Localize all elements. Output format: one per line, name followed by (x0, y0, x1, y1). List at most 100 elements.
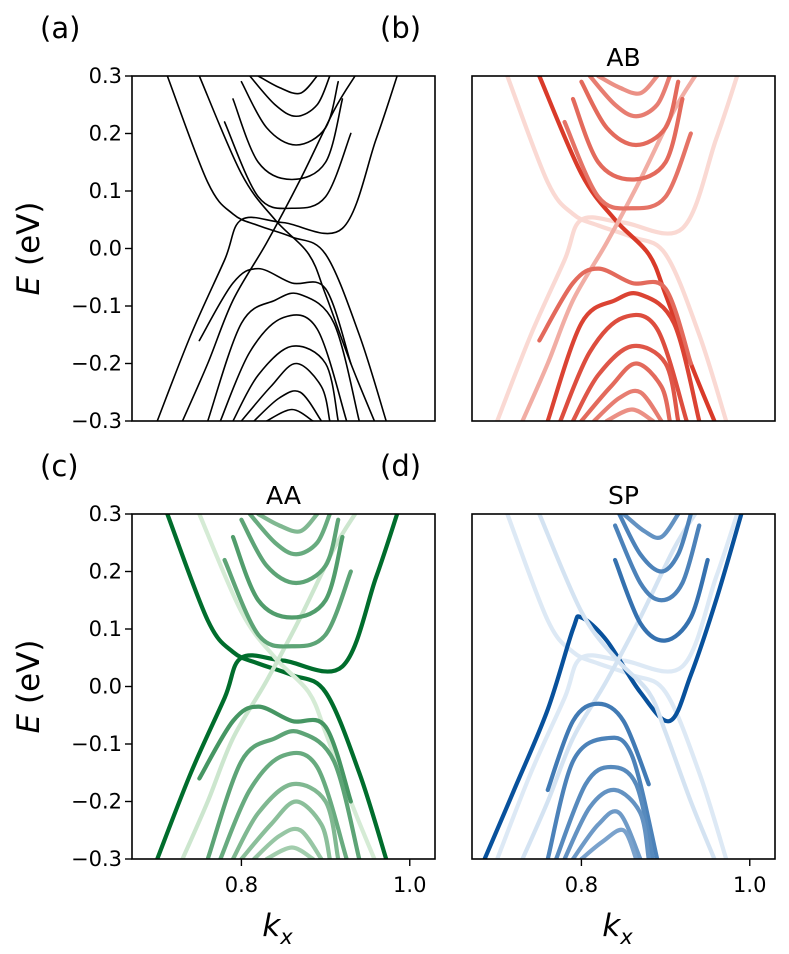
band-line (165, 514, 389, 859)
band-line (253, 390, 323, 421)
y-tick-label: −0.3 (71, 409, 122, 433)
band-line (265, 408, 314, 421)
panel-3: 0.8 1.0 (d) SP kx (380, 449, 776, 949)
band-line (591, 388, 664, 421)
band-line (222, 557, 353, 649)
x-tick-label: 0.8 (225, 873, 258, 897)
band-line (230, 534, 345, 620)
y-tick-label: −0.2 (71, 352, 122, 376)
y-axis-label: E (eV) (11, 202, 47, 296)
x-axis-label-symbol: k (262, 908, 281, 944)
band-line (562, 119, 693, 211)
band-line (251, 826, 324, 859)
band-line (621, 514, 681, 540)
band-line (612, 523, 702, 603)
band-line (256, 514, 320, 534)
bands-3 (482, 514, 744, 859)
bands-0 (156, 76, 398, 421)
y-axis-label-unit: (eV) (11, 202, 47, 276)
band-line (562, 787, 651, 859)
y-axis-label-symbol: E (11, 275, 47, 295)
band-line (223, 121, 352, 210)
axes-frame (471, 75, 776, 422)
x-tick-label: 0.8 (565, 873, 598, 897)
panel-title: AB (606, 43, 640, 72)
band-line (205, 729, 362, 859)
band-line (579, 827, 639, 859)
x-axis-label: kx (602, 908, 633, 949)
y-tick-label: −0.3 (71, 847, 122, 871)
band-line (604, 407, 656, 421)
band-line (166, 76, 387, 421)
band-line (247, 514, 332, 557)
band-line (219, 314, 348, 421)
band-line (230, 781, 341, 859)
band-line (495, 514, 740, 859)
band-line (579, 79, 681, 148)
band-line (520, 514, 698, 859)
band-line (545, 735, 660, 859)
band-line (198, 267, 352, 365)
panel-1: (b) AB (380, 11, 776, 422)
y-axis-label: E (eV) (11, 640, 47, 734)
y-tick-label: 0.2 (89, 122, 122, 146)
band-line (570, 809, 643, 859)
x-axis-label-subscript: x (619, 925, 633, 949)
band-line (240, 80, 340, 146)
band-line (240, 362, 331, 421)
y-tick-label: 0.2 (89, 560, 122, 584)
band-line (596, 76, 660, 96)
panel-label: (a) (40, 11, 80, 45)
y-axis-label-unit: (eV) (11, 640, 47, 714)
band-line (545, 701, 651, 793)
band-line (505, 514, 729, 859)
band-line (579, 361, 672, 421)
band-line (587, 76, 672, 119)
panel-label: (d) (380, 449, 421, 483)
panel-label: (b) (380, 11, 421, 45)
band-line (232, 345, 340, 421)
band-line (257, 76, 318, 95)
band-line (264, 845, 316, 859)
x-tick-label: 1.0 (393, 873, 426, 897)
x-tick-label: 1.0 (733, 873, 766, 897)
band-line (156, 76, 398, 421)
band-line (197, 704, 353, 804)
band-line (505, 76, 729, 421)
band-line (181, 76, 356, 421)
y-tick-label: 0.1 (89, 179, 122, 203)
band-line (537, 266, 693, 366)
y-tick-label: 0.3 (89, 64, 122, 88)
band-line (617, 514, 693, 574)
y-tick-label: 0.1 (89, 617, 122, 641)
band-line (239, 799, 332, 859)
band-line (570, 96, 685, 182)
x-axis-label: kx (262, 908, 293, 949)
panel-2: −0.3 −0.2 −0.1 0.0 0.1 0.2 0.3 0.8 1.0 (c) AA E (eV… (11, 449, 436, 949)
axes-frame (471, 513, 776, 860)
panel-0: −0.3 −0.2 −0.1 0.0 0.1 0.2 0.3 (a) E (eV) (11, 11, 436, 433)
band-line (554, 764, 656, 859)
y-tick-label: −0.2 (71, 790, 122, 814)
band-line (206, 292, 361, 421)
band-line (218, 750, 349, 859)
band-line (495, 76, 740, 421)
band-line (570, 343, 681, 421)
band-line (558, 312, 689, 421)
panel-label: (c) (40, 449, 79, 483)
x-axis-label-symbol: k (602, 908, 621, 944)
x-axis-label-subscript: x (279, 925, 293, 949)
band-line (612, 557, 710, 643)
y-axis-label-symbol: E (11, 713, 47, 733)
y-tick-label: −0.1 (71, 294, 122, 318)
band-line (482, 514, 744, 859)
panel-title: AA (266, 481, 301, 510)
y-tick-label: −0.1 (71, 732, 122, 756)
y-tick-label: 0.0 (89, 675, 122, 699)
y-tick-label: 0.0 (89, 237, 122, 261)
band-line (537, 514, 717, 859)
band-line (545, 291, 702, 421)
band-line (232, 98, 344, 181)
band-line (239, 517, 341, 586)
